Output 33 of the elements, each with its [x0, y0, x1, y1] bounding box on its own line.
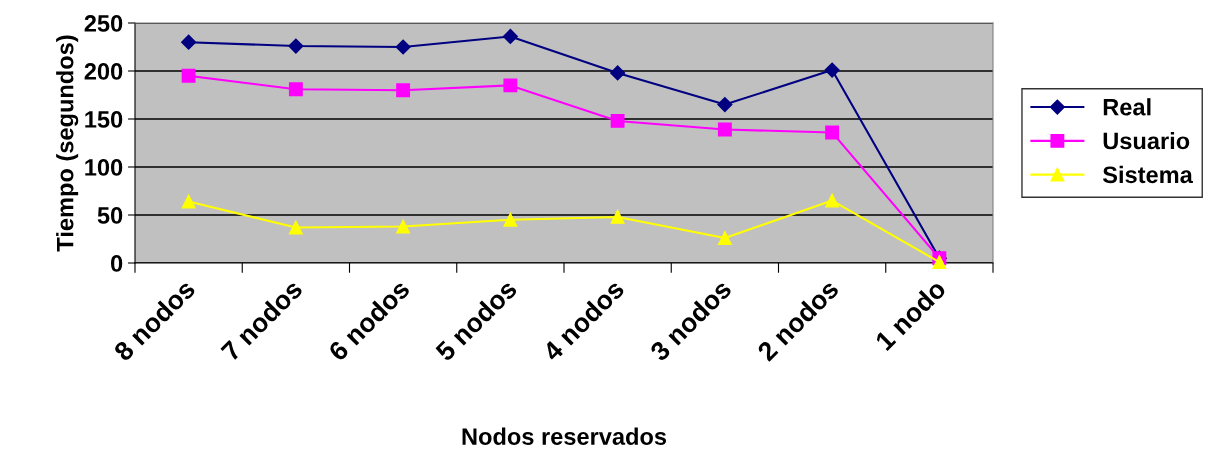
point — [395, 39, 411, 55]
y-tick-label: 250 — [84, 15, 123, 32]
legend-label: Sistema — [1102, 165, 1193, 184]
point — [825, 125, 840, 140]
y-tick-label: 150 — [85, 111, 123, 128]
point — [610, 209, 625, 224]
point — [610, 65, 626, 81]
y-tick-label: 200 — [84, 63, 123, 80]
point — [717, 122, 732, 137]
point — [717, 97, 733, 113]
x-axis-title: Nodos reservados — [462, 427, 667, 445]
point — [824, 62, 840, 78]
point — [502, 28, 518, 45]
point — [288, 220, 303, 235]
point — [288, 82, 303, 97]
point — [288, 38, 304, 54]
y-tick-label: 0 — [111, 255, 123, 272]
y-axis-title: Tiempo (segundos) — [56, 35, 79, 252]
point — [932, 255, 947, 269]
point — [503, 78, 518, 93]
point — [396, 83, 411, 98]
point — [181, 34, 197, 50]
y-tick-label: 50 — [97, 207, 123, 224]
point — [717, 231, 732, 245]
point — [396, 219, 411, 234]
point — [181, 68, 196, 83]
point — [825, 193, 840, 208]
legend-label: Usuario — [1103, 132, 1190, 150]
y-tick-label: 100 — [85, 159, 123, 176]
point — [181, 194, 196, 209]
point — [503, 212, 518, 227]
legend-label: Real — [1103, 98, 1151, 116]
point — [610, 113, 625, 128]
